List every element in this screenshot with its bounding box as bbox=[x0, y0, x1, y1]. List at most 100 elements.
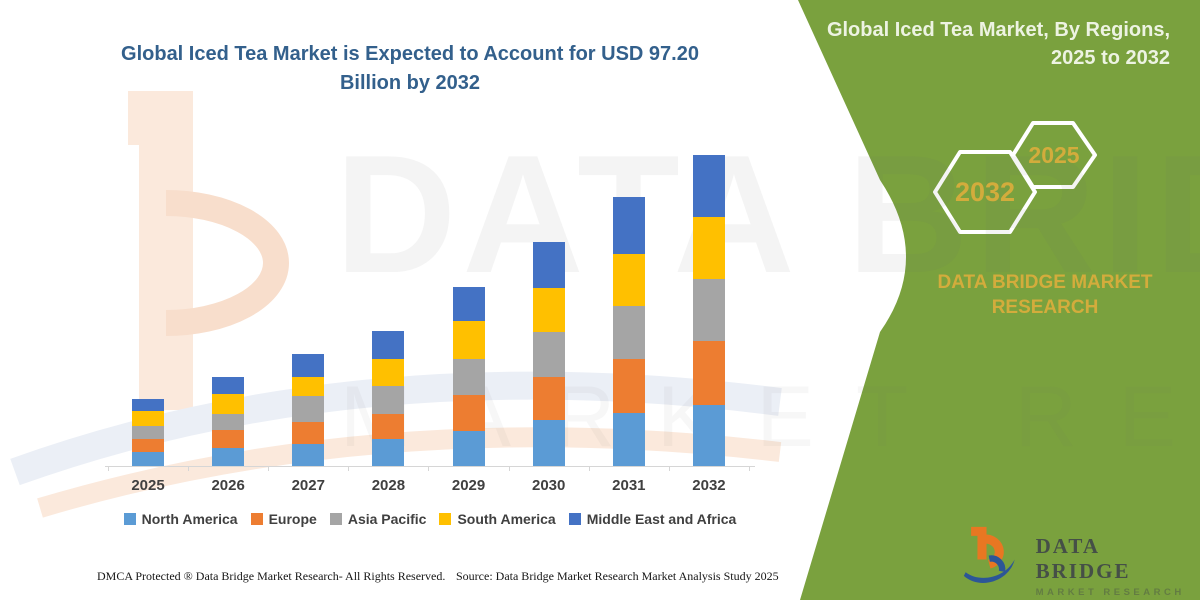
bar-segment-2030-asia-pacific bbox=[532, 331, 565, 377]
x-axis-line bbox=[105, 466, 755, 467]
hexagon-2025-label: 2025 bbox=[1028, 142, 1080, 168]
bar-segment-2030-europe bbox=[532, 376, 565, 420]
chart-plot bbox=[107, 150, 753, 466]
bar-segment-2032-north-america bbox=[692, 405, 725, 466]
bar-segment-2031-south-america bbox=[612, 254, 645, 306]
bar-segment-2025-north-america bbox=[132, 452, 164, 466]
logo-b-stem bbox=[971, 526, 987, 560]
bar-segment-2028-north-america bbox=[372, 439, 405, 466]
stacked-bar-2032 bbox=[692, 154, 725, 466]
bar-segment-2029-asia-pacific bbox=[452, 359, 485, 396]
bar-segment-2031-north-america bbox=[612, 412, 645, 466]
side-panel-heading-line2: 2025 to 2032 bbox=[1051, 47, 1170, 69]
stacked-bar-2029 bbox=[452, 286, 485, 466]
stacked-bar-2028 bbox=[372, 331, 405, 466]
footer-dmca-text: DMCA Protected ® Data Bridge Market Rese… bbox=[97, 569, 446, 583]
stacked-bar-2031 bbox=[612, 197, 645, 466]
bar-segment-2030-middle-east-and-africa bbox=[532, 242, 565, 289]
bar-segment-2029-middle-east-and-africa bbox=[452, 286, 485, 322]
chart-legend: North America Europe Asia Pacific South Ame… bbox=[95, 511, 765, 527]
footer-source-text: Source: Data Bridge Market Research Mark… bbox=[456, 569, 779, 583]
bar-segment-2031-europe bbox=[612, 359, 645, 413]
x-axis-tick bbox=[268, 467, 270, 471]
legend-swatch bbox=[439, 513, 452, 525]
stacked-bar-2026 bbox=[212, 377, 245, 466]
legend-swatch bbox=[123, 513, 136, 525]
bar-segment-2028-asia-pacific bbox=[372, 386, 405, 414]
company-logo-icon bbox=[963, 526, 1015, 583]
bar-segment-2032-middle-east-and-africa bbox=[692, 154, 725, 218]
legend-item-north-america: North America bbox=[123, 511, 238, 527]
bar-segment-2027-south-america bbox=[292, 376, 325, 396]
bar-segment-2026-north-america bbox=[212, 447, 245, 466]
side-panel-heading-line1: Global Iced Tea Market, By Regions, bbox=[826, 19, 1170, 41]
legend-label: Middle East and Africa bbox=[586, 511, 737, 527]
legend-swatch bbox=[568, 513, 581, 525]
brand-caption: DATA BRIDGE MARKET RESEARCH bbox=[937, 272, 1153, 318]
bar-segment-2027-europe bbox=[292, 422, 325, 445]
company-logo-text: DATA BRIDGE MARKET RESEARCH bbox=[1036, 524, 1200, 598]
logo-tagline: MARKET RESEARCH bbox=[1035, 587, 1185, 598]
bar-segment-2028-south-america bbox=[372, 359, 405, 387]
bar-segment-2026-asia-pacific bbox=[212, 413, 245, 431]
legend-item-south-america: South America bbox=[439, 511, 556, 527]
bar-segment-2029-europe bbox=[452, 395, 485, 431]
x-axis-tick bbox=[428, 467, 430, 471]
bar-segment-2031-asia-pacific bbox=[612, 305, 645, 360]
bar-segment-2029-south-america bbox=[452, 321, 485, 360]
legend-label: Europe bbox=[268, 511, 317, 527]
stacked-bar-2030 bbox=[532, 242, 565, 466]
bar-segment-2026-south-america bbox=[212, 394, 245, 414]
bar-segment-2027-north-america bbox=[292, 444, 325, 466]
x-axis-tick bbox=[188, 467, 190, 471]
bar-segment-2030-south-america bbox=[532, 288, 565, 332]
bar-segment-2027-middle-east-and-africa bbox=[292, 354, 325, 377]
x-axis-label-2032: 2032 bbox=[692, 477, 726, 494]
bar-segment-2031-middle-east-and-africa bbox=[612, 197, 645, 255]
x-axis-tick bbox=[107, 467, 109, 471]
legend-label: North America bbox=[141, 511, 238, 527]
bar-segment-2032-asia-pacific bbox=[692, 279, 725, 342]
x-axis-label-2030: 2030 bbox=[532, 477, 566, 494]
page-title-line2: Billion by 2032 bbox=[339, 72, 481, 94]
x-axis-label-2025: 2025 bbox=[131, 477, 165, 494]
legend-label: Asia Pacific bbox=[347, 511, 427, 527]
bar-segment-2030-north-america bbox=[532, 419, 565, 466]
bar-segment-2028-middle-east-and-africa bbox=[372, 331, 405, 360]
logo-wordmark: DATA BRIDGE bbox=[1035, 534, 1131, 583]
x-axis-tick bbox=[348, 467, 350, 471]
legend-swatch bbox=[250, 513, 263, 525]
bar-segment-2025-south-america bbox=[132, 411, 164, 426]
stacked-bar-2027 bbox=[292, 354, 325, 466]
bar-segment-2025-middle-east-and-africa bbox=[132, 398, 164, 412]
bar-segment-2032-south-america bbox=[692, 217, 725, 280]
bar-segment-2032-europe bbox=[692, 341, 725, 406]
x-axis-label-2031: 2031 bbox=[612, 477, 646, 494]
bar-segment-2028-europe bbox=[372, 413, 405, 440]
bar-segment-2025-asia-pacific bbox=[132, 425, 164, 440]
company-logo: DATA BRIDGE MARKET RESEARCH bbox=[962, 524, 1200, 598]
legend-label: South America bbox=[457, 511, 556, 527]
bar-segment-2026-europe bbox=[212, 430, 245, 448]
legend-item-europe: Europe bbox=[250, 511, 317, 527]
page-title-line1: Global Iced Tea Market is Expected to Ac… bbox=[121, 43, 699, 65]
x-axis-label-2029: 2029 bbox=[451, 477, 486, 494]
bar-segment-2027-asia-pacific bbox=[292, 395, 325, 423]
x-axis-tick bbox=[749, 467, 751, 471]
x-axis-tick bbox=[588, 467, 590, 471]
bar-segment-2026-middle-east-and-africa bbox=[212, 377, 245, 395]
x-axis-tick bbox=[508, 467, 510, 471]
legend-item-middle-east-and-africa: Middle East and Africa bbox=[568, 511, 737, 527]
side-panel-heading: Global Iced Tea Market, By Regions, 2025 … bbox=[810, 16, 1170, 72]
legend-swatch bbox=[329, 513, 342, 525]
bar-segment-2029-north-america bbox=[452, 430, 485, 466]
legend-item-asia-pacific: Asia Pacific bbox=[329, 511, 427, 527]
bar-segment-2025-europe bbox=[132, 439, 164, 453]
x-axis-tick bbox=[668, 467, 670, 471]
x-axis-label-2026: 2026 bbox=[211, 477, 245, 494]
stacked-bar-2025 bbox=[132, 398, 164, 466]
x-axis-label-2027: 2027 bbox=[291, 477, 325, 494]
page-title: Global Iced Tea Market is Expected to Ac… bbox=[80, 40, 740, 98]
x-axis-label-2028: 2028 bbox=[371, 477, 406, 494]
